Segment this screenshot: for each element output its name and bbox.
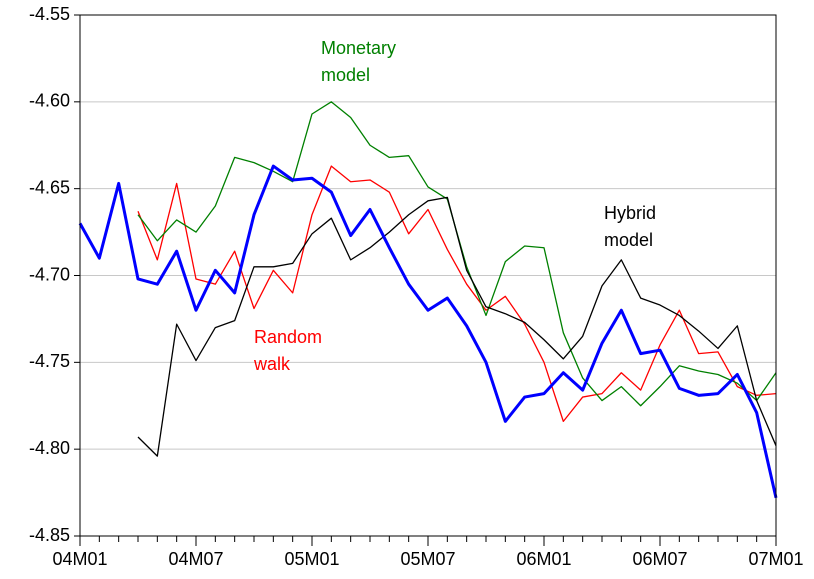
series-line — [137, 165, 777, 423]
x-tick-label: 04M07 — [168, 549, 223, 569]
x-tick-label: 05M07 — [400, 549, 455, 569]
annotation-line: Hybrid — [604, 203, 656, 223]
annotation-line: model — [604, 230, 653, 250]
x-tick-label: 06M07 — [632, 549, 687, 569]
series-line — [78, 164, 778, 499]
series-line — [137, 196, 777, 457]
annotation-line: walk — [253, 354, 291, 374]
x-tick-label: 04M01 — [52, 549, 107, 569]
annotation: Random walk — [253, 327, 322, 374]
annotation-line: Random — [254, 327, 322, 347]
x-tick-label: 06M01 — [516, 549, 571, 569]
annotation-line: model — [321, 65, 370, 85]
y-tick-label: -4.75 — [29, 351, 70, 371]
plot-frame — [79, 14, 777, 537]
y-tick-label: -4.60 — [29, 91, 70, 111]
annotation: Monetary model — [321, 38, 396, 85]
y-tick-label: -4.65 — [29, 177, 70, 197]
annotation: Hybrid model — [604, 203, 656, 250]
y-tick-label: -4.80 — [29, 438, 70, 458]
y-tick-label: -4.55 — [29, 4, 70, 24]
x-tick-label: 07M01 — [748, 549, 803, 569]
annotation-line: Monetary — [321, 38, 396, 58]
x-tick-label: 05M01 — [284, 549, 339, 569]
y-tick-label: -4.70 — [29, 264, 70, 284]
y-tick-label: -4.85 — [29, 525, 70, 545]
